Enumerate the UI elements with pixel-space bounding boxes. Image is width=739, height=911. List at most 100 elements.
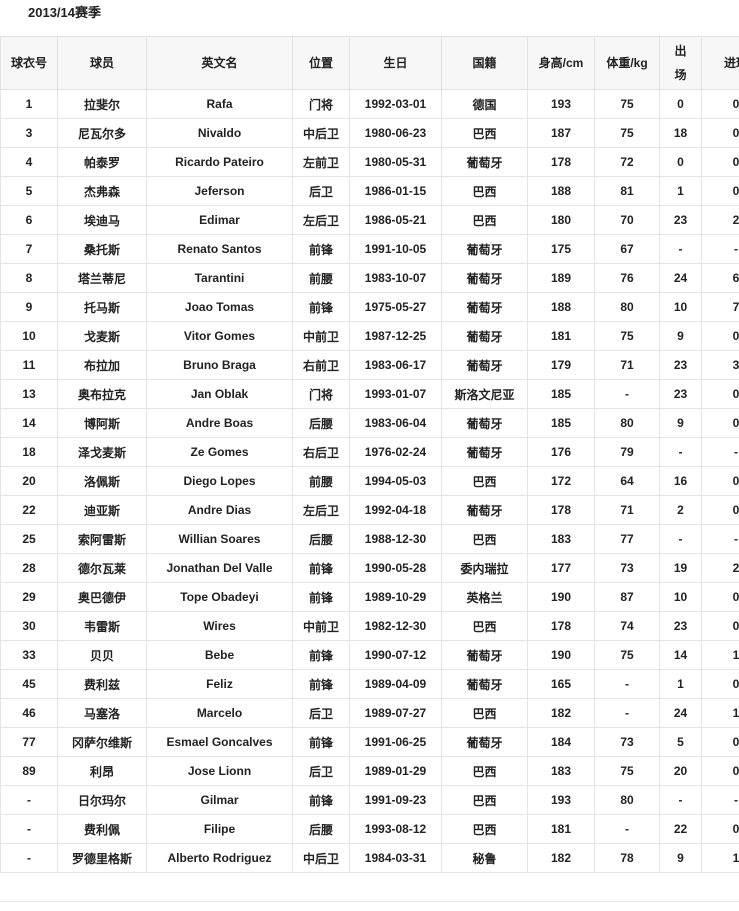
cell-height: 187 [527,118,595,148]
cell-name-cn: 戈麦斯 [57,321,147,351]
cell-name-cn: 埃迪马 [57,205,147,235]
cell-weight: 70 [594,205,660,235]
cell-number: - [0,843,58,873]
cell-birthday: 1984-03-31 [349,843,442,873]
cell-weight: 81 [594,176,660,206]
cell-nationality: 葡萄牙 [441,350,528,380]
cell-height: 184 [527,727,595,757]
cell-nationality: 委内瑞拉 [441,553,528,583]
cell-number: 46 [0,698,58,728]
cell-name-en: Diego Lopes [146,466,293,496]
cell-height: 178 [527,611,595,641]
cell-name-en: Tarantini [146,263,293,293]
cell-appearances: 9 [659,408,702,438]
cell-goals: 1 [701,640,739,670]
cell-appearances: 16 [659,466,702,496]
column-header-position: 位置 [292,36,350,90]
cell-weight: 72 [594,147,660,177]
cell-position: 前锋 [292,234,350,264]
cell-height: 182 [527,843,595,873]
cell-birthday: 1990-07-12 [349,640,442,670]
cell-nationality: 巴西 [441,524,528,554]
table-row: 77 冈萨尔维斯 Esmael Goncalves 前锋 1991-06-25 葡萄牙 18… [0,727,739,757]
cell-position: 后腰 [292,524,350,554]
cell-name-cn: 桑托斯 [57,234,147,264]
table-row: 29 奥巴德伊 Tope Obadeyi 前锋 1989-10-29 英格兰 190 87 10… [0,582,739,612]
table-row: 20 洛佩斯 Diego Lopes 前腰 1994-05-03 巴西 172 64 16 0 [0,466,739,496]
cell-weight: 87 [594,582,660,612]
cell-appearances: 9 [659,321,702,351]
cell-nationality: 德国 [441,89,528,119]
empty-row [0,872,739,902]
cell-height: 178 [527,495,595,525]
cell-goals: 0 [701,495,739,525]
cell-weight: - [594,379,660,409]
table-row: 5 杰弗森 Jeferson 后卫 1986-01-15 巴西 188 81 1 0 [0,176,739,206]
cell-nationality: 巴西 [441,756,528,786]
cell-name-en: Tope Obadeyi [146,582,293,612]
column-header-name-cn: 球员 [57,36,147,90]
cell-height: 189 [527,263,595,293]
cell-nationality: 葡萄牙 [441,437,528,467]
cell-number: 33 [0,640,58,670]
cell-weight: 75 [594,640,660,670]
table-row: 46 马塞洛 Marcelo 后卫 1989-07-27 巴西 182-24 1 [0,698,739,728]
cell-position: 前锋 [292,669,350,699]
cell-appearances: 9 [659,843,702,873]
cell-position: 前锋 [292,785,350,815]
cell-weight: 80 [594,785,660,815]
cell-name-cn: 费利佩 [57,814,147,844]
cell-height: 183 [527,524,595,554]
table-row: 4 帕泰罗 Ricardo Pateiro 左前卫 1980-05-31 葡萄牙 178 72… [0,147,739,177]
cell-number: 25 [0,524,58,554]
cell-position: 后腰 [292,814,350,844]
cell-goals: 2 [701,205,739,235]
cell-weight: - [594,698,660,728]
cell-nationality: 巴西 [441,698,528,728]
cell-height: 185 [527,408,595,438]
season-title: 2013/14赛季 [28,5,101,20]
cell-weight: 75 [594,321,660,351]
cell-goals: 0 [701,118,739,148]
cell-name-en: Jonathan Del Valle [146,553,293,583]
cell-height: 183 [527,756,595,786]
cell-name-en: Esmael Goncalves [146,727,293,757]
cell-position: 门将 [292,89,350,119]
cell-birthday: 1990-05-28 [349,553,442,583]
cell-goals: 2 [701,553,739,583]
cell-birthday: 1987-12-25 [349,321,442,351]
cell-height: 165 [527,669,595,699]
cell-name-cn: 罗德里格斯 [57,843,147,873]
cell-name-cn: 杰弗森 [57,176,147,206]
cell-goals: 0 [701,176,739,206]
cell-nationality: 巴西 [441,785,528,815]
cell-name-en: Ze Gomes [146,437,293,467]
cell-appearances: 24 [659,263,702,293]
table-row: 9 托马斯 Joao Tomas 前锋 1975-05-27 葡萄牙 188 80 10 7 [0,292,739,322]
cell-weight: - [594,669,660,699]
cell-position: 后腰 [292,408,350,438]
cell-position: 后卫 [292,698,350,728]
cell-goals: 0 [701,582,739,612]
cell-birthday: 1986-01-15 [349,176,442,206]
cell-birthday: 1989-10-29 [349,582,442,612]
cell-goals: 1 [701,698,739,728]
cell-nationality: 葡萄牙 [441,321,528,351]
cell-nationality: 葡萄牙 [441,234,528,264]
cell-name-cn: 拉斐尔 [57,89,147,119]
cell-appearances: 10 [659,582,702,612]
cell-nationality: 巴西 [441,118,528,148]
cell-nationality: 巴西 [441,176,528,206]
cell-nationality: 巴西 [441,205,528,235]
cell-name-en: Andre Boas [146,408,293,438]
cell-height: 188 [527,292,595,322]
cell-goals: 1 [701,843,739,873]
cell-number: 14 [0,408,58,438]
cell-birthday: 1991-09-23 [349,785,442,815]
cell-appearances: 23 [659,350,702,380]
cell-name-en: Renato Santos [146,234,293,264]
cell-height: 176 [527,437,595,467]
table-row: 7 桑托斯 Renato Santos 前锋 1991-10-05 葡萄牙 175 67- - [0,234,739,264]
cell-nationality: 秘鲁 [441,843,528,873]
